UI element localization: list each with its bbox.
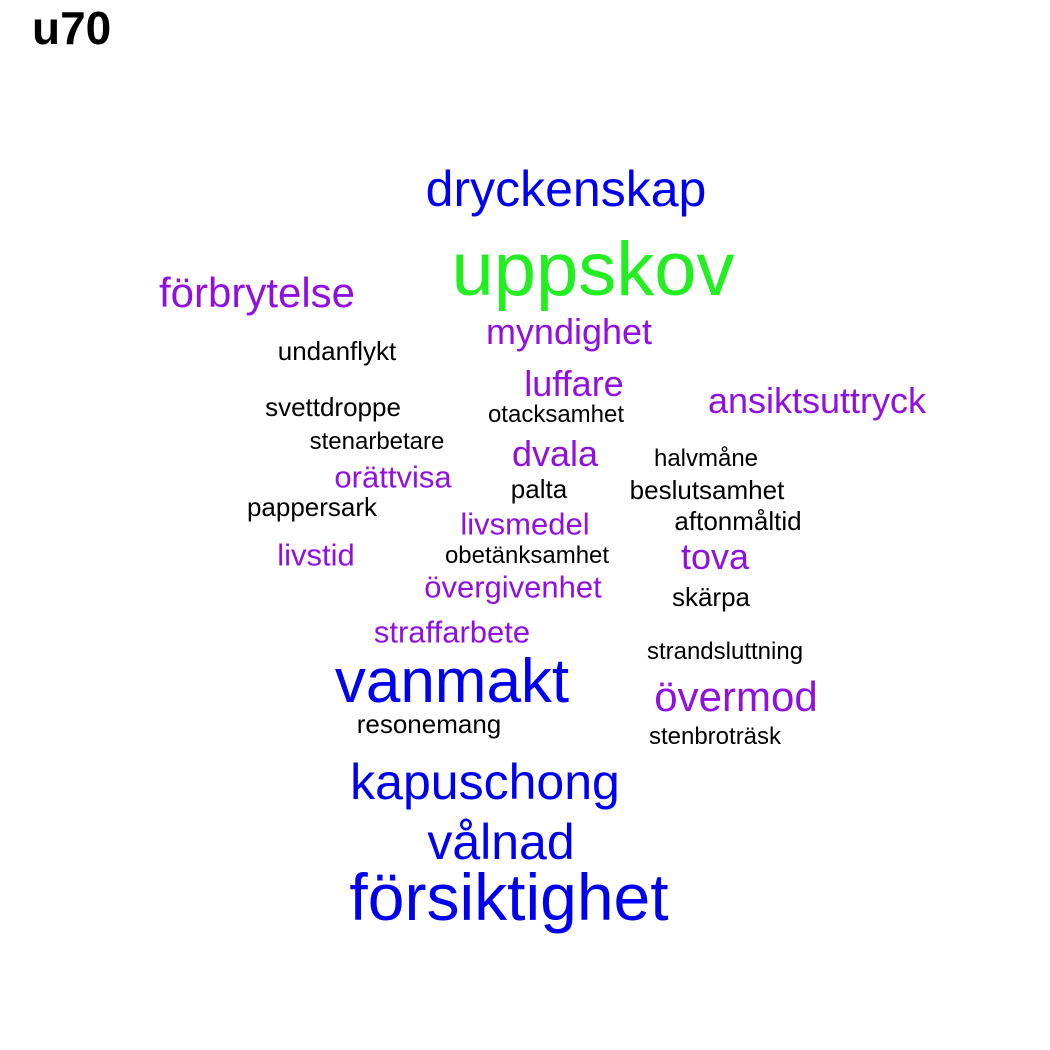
word-livsmedel: livsmedel — [460, 506, 590, 542]
word-tova: tova — [680, 536, 750, 577]
word-otacksamhet: otacksamhet — [487, 401, 625, 428]
word-aftonmaltid: aftonmåltid — [674, 506, 802, 536]
word-pappersark: pappersark — [246, 492, 378, 522]
word-undanflykt: undanflykt — [277, 336, 397, 366]
word-stenarbetare: stenarbetare — [309, 428, 445, 455]
word-overmod: övermod — [654, 673, 818, 720]
word-resonemang: resonemang — [356, 709, 502, 739]
word-vanmakt: vanmakt — [334, 647, 570, 716]
word-livstid: livstid — [277, 537, 355, 573]
word-beslutsamhet: beslutsamhet — [629, 475, 785, 505]
word-myndighet: myndighet — [485, 311, 653, 352]
word-dvala: dvala — [511, 433, 599, 474]
word-svettdroppe: svettdroppe — [265, 392, 401, 422]
figure-title: u70 — [32, 2, 112, 54]
word-forsiktighet: försiktighet — [349, 860, 669, 934]
word-luffare: luffare — [524, 363, 624, 404]
word-stenbrotrask: stenbroträsk — [648, 723, 782, 750]
word-forbrytelse: förbrytelse — [158, 269, 356, 316]
word-palta: palta — [510, 474, 568, 504]
word-ansiktsuttryck: ansiktsuttryck — [707, 380, 927, 421]
word-obetanksamhet: obetänksamhet — [444, 542, 610, 569]
word-kapuschong: kapuschong — [350, 754, 620, 810]
word-overgivenhet: övergivenhet — [424, 569, 602, 605]
word-valnad: vålnad — [427, 814, 575, 870]
word-orattvisa: orättvisa — [334, 459, 452, 495]
word-straffarbete: straffarbete — [373, 614, 531, 650]
word-dryckenskap: dryckenskap — [425, 161, 707, 217]
word-halvmane: halvmåne — [653, 445, 759, 472]
word-skarpa: skärpa — [671, 582, 751, 612]
word-uppskov: uppskov — [451, 227, 735, 312]
word-strandsluttning: strandsluttning — [646, 638, 804, 665]
